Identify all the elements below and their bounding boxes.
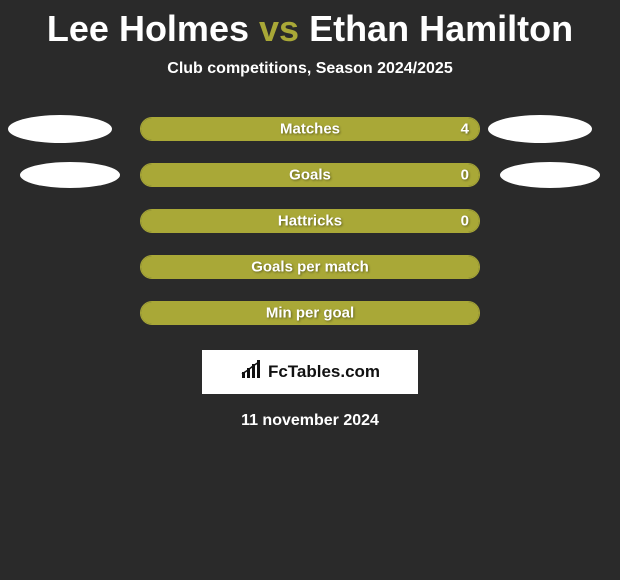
stat-bar-track: Hattricks 0 xyxy=(140,209,480,233)
stat-label: Hattricks xyxy=(278,213,342,230)
stat-bar-track: Goals per match xyxy=(140,255,480,279)
page-title: Lee Holmes vs Ethan Hamilton xyxy=(0,0,620,54)
stat-area: Matches 4 Goals 0 Hattricks 0 Goals per match M… xyxy=(0,106,620,336)
stat-bar-track: Goals 0 xyxy=(140,163,480,187)
logo-text: FcTables.com xyxy=(268,362,380,382)
date-text: 11 november 2024 xyxy=(0,412,620,430)
player1-name: Lee Holmes xyxy=(47,8,249,49)
player2-name: Ethan Hamilton xyxy=(309,8,573,49)
stat-value-right: 4 xyxy=(461,121,469,138)
stat-row: Goals per match xyxy=(0,244,620,290)
stat-row: Hattricks 0 xyxy=(0,198,620,244)
stat-row: Goals 0 xyxy=(0,152,620,198)
stat-row: Matches 4 xyxy=(0,106,620,152)
stat-label: Min per goal xyxy=(266,305,354,322)
subtitle: Club competitions, Season 2024/2025 xyxy=(0,60,620,78)
stat-value-right: 0 xyxy=(461,213,469,230)
logo-inner: FcTables.com xyxy=(240,360,380,385)
stat-label: Goals xyxy=(289,167,331,184)
stat-bar-track: Min per goal xyxy=(140,301,480,325)
stat-label: Matches xyxy=(280,121,340,138)
barchart-icon xyxy=(240,360,264,385)
vs-separator: vs xyxy=(259,8,299,49)
stat-bar-track: Matches 4 xyxy=(140,117,480,141)
stat-label: Goals per match xyxy=(251,259,369,276)
logo-box: FcTables.com xyxy=(202,350,418,394)
stat-value-right: 0 xyxy=(461,167,469,184)
stat-row: Min per goal xyxy=(0,290,620,336)
